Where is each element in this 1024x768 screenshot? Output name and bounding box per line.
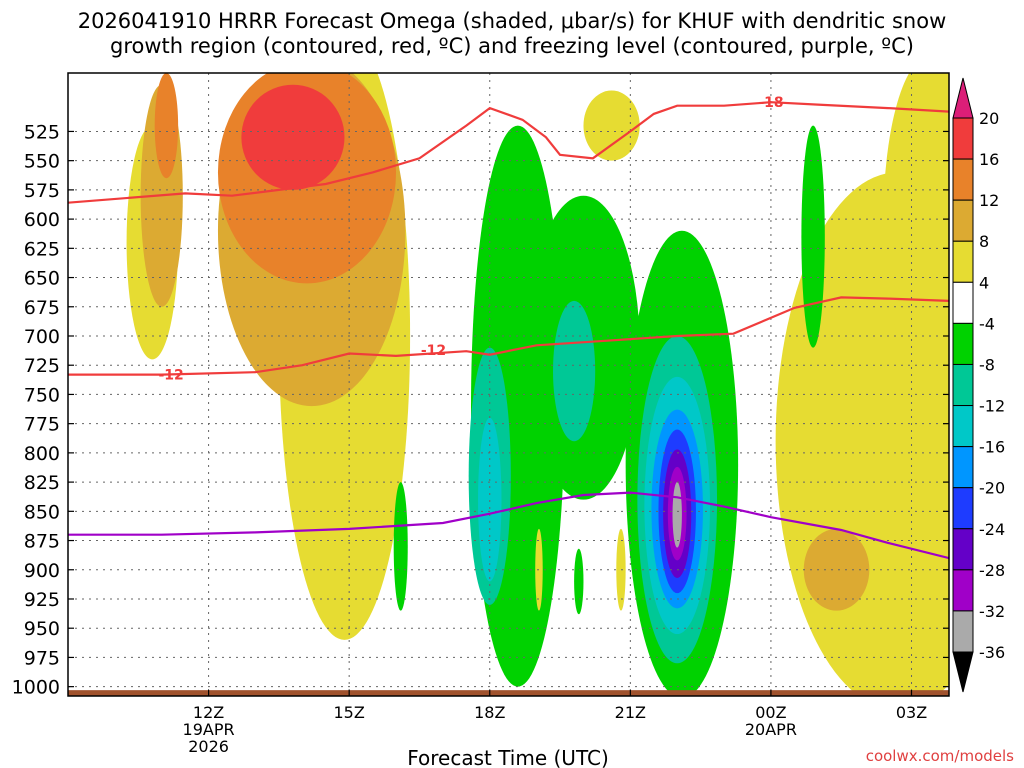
omega-region-10: [583, 90, 640, 161]
omega-region-28: [616, 528, 626, 611]
x-tick-label-15: 15Z: [334, 703, 365, 722]
y-axis: 525 550 575 600 625 650 675 700 725 750 775 800 825 8…: [12, 121, 949, 699]
x-tick-label-27: 03Z: [896, 703, 927, 722]
x-tick-date-12: 19APR: [183, 720, 235, 739]
omega-region-26: [574, 548, 584, 615]
colorbar-segment-3: [952, 240, 974, 283]
contour-dgz-top: [68, 101, 949, 204]
x-axis-title: Forecast Time (UTC): [407, 746, 609, 768]
colorbar-bottom-arrow: [952, 651, 974, 693]
x-tick-date-24: 20APR: [745, 720, 797, 739]
x-tick-label-21: 21Z: [615, 703, 646, 722]
colorbar: 20 16 12 8 4 -4 -8 -12 -16 -20 -24 -28 -32 -36: [952, 77, 1005, 693]
y-tick-label-900: 900: [24, 560, 60, 582]
colorbar-segment-5: [952, 322, 974, 365]
chart-title-line2: growth region (contoured, red, ºC) and f…: [110, 34, 914, 58]
colorbar-label-0: 20: [979, 109, 999, 128]
y-tick-label-975: 975: [24, 647, 60, 669]
x-tick-year-12: 2026: [188, 737, 229, 756]
colorbar-label-2: 12: [979, 191, 999, 210]
colorbar-segment-12: [952, 610, 974, 653]
colorbar-label-9: -20: [979, 479, 1005, 498]
colorbar-segment-4: [952, 281, 974, 324]
colorbar-label-10: -24: [979, 520, 1005, 539]
contour-label-extra-0: -12: [421, 343, 446, 359]
y-tick-label-850: 850: [24, 501, 60, 523]
contour-lines: [68, 101, 949, 560]
y-tick-label-600: 600: [24, 209, 60, 231]
y-tick-label-550: 550: [24, 151, 60, 173]
omega-region-23: [672, 482, 682, 548]
y-tick-label-775: 775: [24, 414, 60, 436]
y-tick-label-675: 675: [24, 297, 60, 319]
omega-region-6: [241, 84, 345, 190]
gridlines: [68, 73, 949, 696]
colorbar-segment-2: [952, 199, 974, 242]
omega-region-25: [393, 482, 408, 611]
colorbar-label-6: -8: [979, 355, 995, 374]
colorbar-segment-10: [952, 528, 974, 571]
omega-region-8: [883, 73, 949, 383]
colorbar-label-1: 16: [979, 150, 999, 169]
contour-label-dgz-bottom: -12: [158, 367, 183, 383]
y-tick-label-725: 725: [24, 355, 60, 377]
colorbar-label-3: 8: [979, 232, 989, 251]
colorbar-segment-0: [952, 117, 974, 160]
x-tick-label-18: 18Z: [474, 703, 505, 722]
credit-text: coolwx.com/models: [866, 747, 1014, 765]
colorbar-label-12: -32: [979, 602, 1005, 621]
y-tick-label-650: 650: [24, 268, 60, 290]
y-tick-label-525: 525: [24, 121, 60, 143]
colorbar-label-11: -28: [979, 561, 1005, 580]
colorbar-label-7: -12: [979, 397, 1005, 416]
omega-region-2: [154, 73, 179, 179]
contour-label-dgz-top: -18: [758, 95, 783, 111]
colorbar-segment-7: [952, 405, 974, 448]
y-tick-label-800: 800: [24, 443, 60, 465]
omega-region-14: [553, 300, 596, 442]
colorbar-label-4: 4: [979, 273, 989, 292]
colorbar-label-8: -16: [979, 438, 1005, 457]
y-tick-label-825: 825: [24, 472, 60, 494]
y-tick-label-625: 625: [24, 238, 60, 260]
colorbar-segment-1: [952, 158, 974, 201]
omega-region-24: [801, 125, 825, 348]
plot-frame: [67, 72, 950, 697]
colorbar-segment-11: [952, 569, 974, 612]
terrain-layer: [68, 690, 949, 696]
y-tick-label-1000: 1000: [12, 677, 60, 699]
y-tick-label-950: 950: [24, 618, 60, 640]
y-tick-label-575: 575: [24, 180, 60, 202]
x-tick-label-12: 12Z: [193, 703, 224, 722]
omega-shading: [126, 73, 949, 696]
colorbar-label-13: -36: [979, 643, 1005, 662]
x-tick-label-24: 00Z: [755, 703, 786, 722]
colorbar-segment-6: [952, 363, 974, 407]
chart-title-line1: 2026041910 HRRR Forecast Omega (shaded, …: [78, 9, 947, 33]
y-tick-label-700: 700: [24, 326, 60, 348]
colorbar-top-arrow: [952, 77, 974, 119]
colorbar-segment-8: [952, 446, 974, 489]
colorbar-label-5: -4: [979, 314, 995, 333]
contour-freezing-level: [68, 491, 949, 560]
y-tick-label-875: 875: [24, 531, 60, 553]
y-tick-label-925: 925: [24, 589, 60, 611]
omega-region-9: [803, 528, 870, 611]
contour-dgz-bottom: [68, 296, 949, 376]
y-tick-label-750: 750: [24, 384, 60, 406]
terrain-strip: [68, 690, 949, 696]
contour-labels: -18 -12 -12: [158, 95, 783, 383]
colorbar-segment-9: [952, 487, 974, 530]
